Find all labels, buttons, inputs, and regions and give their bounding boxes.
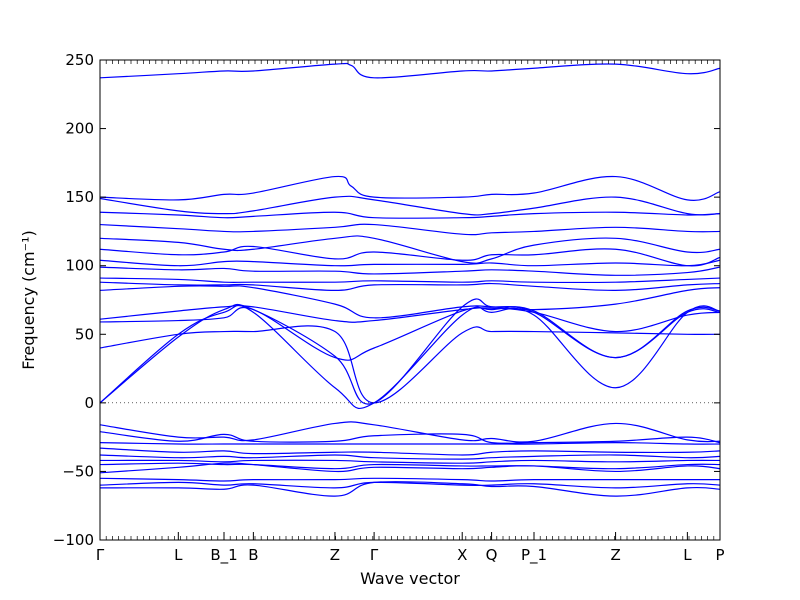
band-line-22 xyxy=(100,454,720,460)
y-tick-label: 100 xyxy=(65,257,94,275)
y-tick-label: −100 xyxy=(53,531,94,549)
band-line-19 xyxy=(100,431,720,444)
band-line-4 xyxy=(100,211,720,219)
x-tick-label: P_1 xyxy=(521,546,547,565)
y-axis-label: Frequency (cm⁻¹) xyxy=(19,230,38,369)
band-line-20 xyxy=(100,442,720,445)
y-tick-label: −50 xyxy=(62,462,94,480)
band-line-24 xyxy=(100,462,720,470)
x-axis-label: Wave vector xyxy=(360,569,460,588)
band-line-5 xyxy=(100,223,720,236)
y-tick-label: 250 xyxy=(65,51,94,69)
y-axis-ticks: −100 −50 0 50 100 150 200 250 xyxy=(53,51,720,549)
band-line-13 xyxy=(100,304,720,333)
band-line-17 xyxy=(100,298,720,405)
x-tick-label: L xyxy=(683,546,692,564)
band-line-8 xyxy=(100,259,720,267)
band-line-26 xyxy=(100,477,720,482)
band-line-28 xyxy=(100,480,720,497)
y-tick-label: 200 xyxy=(65,120,94,138)
x-tick-label: P xyxy=(715,546,724,564)
x-tick-label: L xyxy=(174,546,183,564)
x-tick-label: Γ xyxy=(96,546,105,564)
band-line-3 xyxy=(100,195,720,216)
x-tick-label: Z xyxy=(610,546,620,564)
y-tick-label: 0 xyxy=(84,394,94,412)
band-line-10 xyxy=(100,277,720,284)
x-tick-label: X xyxy=(457,546,467,564)
band-line-25 xyxy=(100,462,720,474)
y-tick-label: 150 xyxy=(65,188,94,206)
band-line-23 xyxy=(100,459,720,464)
x-tick-label: Q xyxy=(486,546,498,564)
band-line-16 xyxy=(100,304,720,409)
band-line-18 xyxy=(100,421,720,443)
x-tick-label: Z xyxy=(330,546,340,564)
x-tick-label: B xyxy=(248,546,258,564)
band-line-12 xyxy=(100,285,720,319)
x-axis-ticks: Γ L B_1 B Z Γ X Q P_1 Z L P xyxy=(96,60,725,565)
band-line-2 xyxy=(100,175,720,201)
x-tick-label: Γ xyxy=(370,546,379,564)
y-tick-label: 50 xyxy=(75,325,94,343)
x-tick-label: B_1 xyxy=(210,546,237,565)
band-line-7 xyxy=(100,245,720,267)
band-line-11 xyxy=(100,281,720,292)
band-line-6 xyxy=(100,235,720,264)
band-line-9 xyxy=(100,266,720,276)
band-line-15 xyxy=(100,325,720,404)
plot-frame xyxy=(99,59,721,541)
band-line-27 xyxy=(100,481,720,489)
band-lines xyxy=(100,62,720,497)
band-line-1 xyxy=(100,62,720,79)
band-line-21 xyxy=(100,447,720,456)
